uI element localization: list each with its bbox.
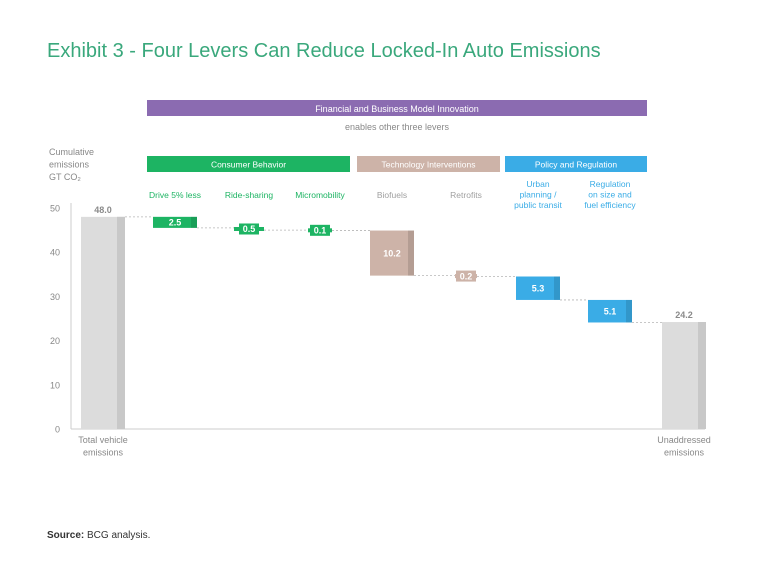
waterfall-chart: Financial and Business Model Innovation e… (49, 100, 711, 458)
y-tick-label: 0 (55, 425, 60, 435)
bar-label-pill (239, 223, 259, 235)
page-title: Exhibit 3 - Four Levers Can Reduce Locke… (47, 40, 601, 62)
y-tick-label: 20 (50, 336, 60, 346)
y-tick-label: 30 (50, 292, 60, 302)
group-header-bar (505, 156, 647, 172)
group-header-bar (147, 156, 350, 172)
x-category-label: planning / (520, 190, 558, 200)
delta-bar (516, 276, 560, 300)
x-category-label: Unaddressed (657, 435, 711, 445)
x-category-label: Biofuels (377, 190, 407, 200)
y-axis-label: emissions (49, 160, 90, 170)
y-tick-label: 50 (50, 204, 60, 214)
x-category-label: Retrofits (450, 190, 482, 200)
banner-bar (147, 100, 647, 116)
source-label: Source: (47, 530, 85, 541)
bar-value-label: 5.3 (532, 283, 545, 293)
x-category-label: Ride-sharing (225, 190, 273, 200)
source-note: Source: BCG analysis. (47, 530, 150, 541)
x-category-label: public transit (514, 200, 562, 210)
x-category-label: emissions (664, 448, 705, 458)
x-category-label: Micromobility (295, 190, 345, 200)
group-header-bar (357, 156, 500, 172)
y-axis-label: GT CO₂ (49, 172, 81, 182)
delta-bar-shade (626, 299, 632, 323)
x-category-label: emissions (83, 448, 124, 458)
x-category-label: fuel efficiency (584, 200, 636, 210)
bar-value-label: 10.2 (383, 248, 401, 258)
group-header-label: Consumer Behavior (211, 160, 286, 170)
group-header-label: Policy and Regulation (535, 160, 617, 170)
total-bar-shade (698, 322, 706, 429)
x-category-label: Drive 5% less (149, 190, 201, 200)
y-tick-label: 10 (50, 380, 60, 390)
bar-value-label: 0.2 (460, 271, 473, 281)
delta-bar (370, 230, 414, 276)
x-category-label: Regulation (590, 179, 631, 189)
bar-label-pill (456, 270, 476, 282)
bar-value-label: 24.2 (675, 310, 693, 320)
bar-value-label: 0.5 (243, 224, 256, 234)
bar-label-pill (310, 224, 330, 236)
delta-bar-shade (191, 216, 197, 228)
source-text: BCG analysis. (84, 530, 151, 541)
x-category-label: Total vehicle (78, 435, 128, 445)
delta-bar-shade (408, 230, 414, 276)
delta-bar (153, 216, 197, 228)
delta-bar (588, 299, 632, 323)
delta-bar-shade (554, 276, 560, 300)
bar-value-label: 5.1 (604, 306, 617, 316)
group-header-label: Technology Interventions (381, 160, 475, 170)
bar-value-label: 48.0 (94, 205, 112, 215)
y-tick-label: 40 (50, 248, 60, 258)
y-axis-label: Cumulative (49, 147, 94, 157)
banner-sublabel: enables other three levers (345, 122, 450, 132)
bar-value-label: 2.5 (169, 218, 182, 228)
banner-label: Financial and Business Model Innovation (315, 104, 479, 114)
x-category-label: on size and (588, 190, 632, 200)
total-bar-shade (117, 216, 125, 429)
x-category-label: Urban (526, 179, 549, 189)
bar-value-label: 0.1 (314, 226, 327, 236)
